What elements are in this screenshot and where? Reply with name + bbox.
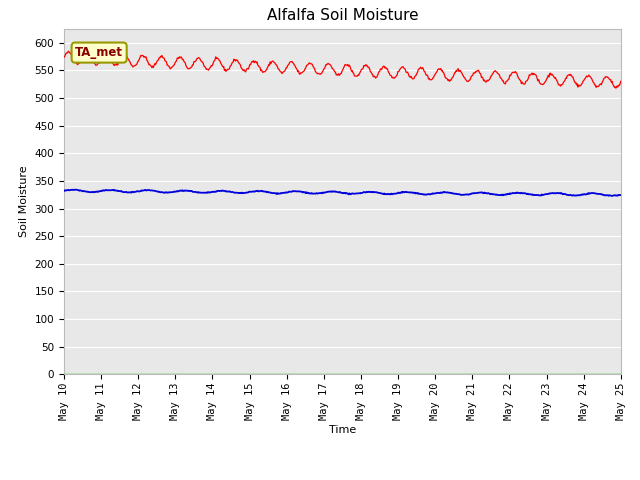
Text: TA_met: TA_met: [75, 46, 123, 59]
Title: Alfalfa Soil Moisture: Alfalfa Soil Moisture: [267, 9, 418, 24]
Y-axis label: Soil Moisture: Soil Moisture: [19, 166, 29, 238]
X-axis label: Time: Time: [329, 425, 356, 435]
